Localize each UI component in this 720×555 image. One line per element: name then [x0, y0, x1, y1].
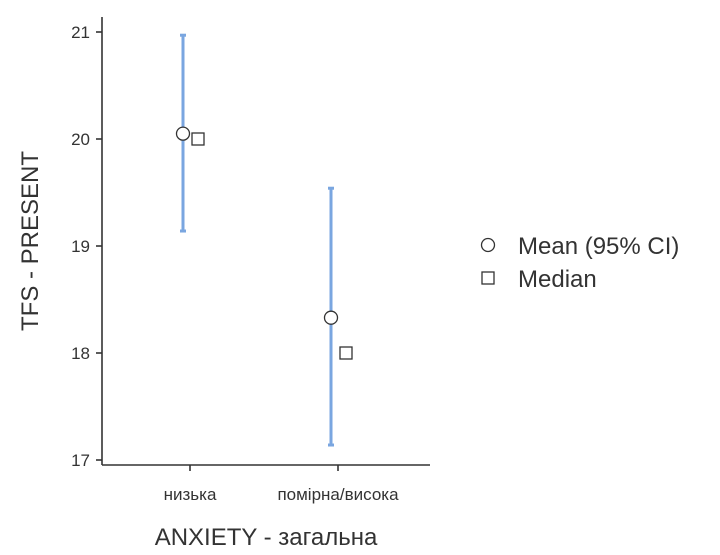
legend-median-marker: [481, 271, 495, 285]
legend-mean-marker: [480, 237, 496, 253]
x-tick-label: низька: [164, 485, 217, 504]
y-tick-label: 20: [71, 130, 90, 149]
y-axis-ticks: 17 18 19 20 21: [71, 23, 102, 470]
plot-area: [175, 33, 353, 447]
y-tick-label: 17: [71, 451, 90, 470]
y-tick-label: 21: [71, 23, 90, 42]
legend: Mean (95% CI) Median: [480, 233, 679, 293]
median-point: [339, 346, 353, 360]
x-axis-title: ANXIETY - загальна: [155, 524, 378, 550]
y-tick-label: 18: [71, 344, 90, 363]
y-axis-title: TFS - PRESENT: [17, 151, 44, 331]
x-axis-ticks: низька помірна/висока: [164, 465, 399, 504]
mean-point: [175, 126, 191, 141]
legend-mean-label: Mean (95% CI): [518, 233, 679, 260]
legend-median-label: Median: [518, 266, 597, 293]
x-tick-label: помірна/висока: [277, 485, 399, 504]
mean-point: [323, 310, 339, 325]
y-tick-label: 19: [71, 237, 90, 256]
median-point: [191, 132, 205, 146]
